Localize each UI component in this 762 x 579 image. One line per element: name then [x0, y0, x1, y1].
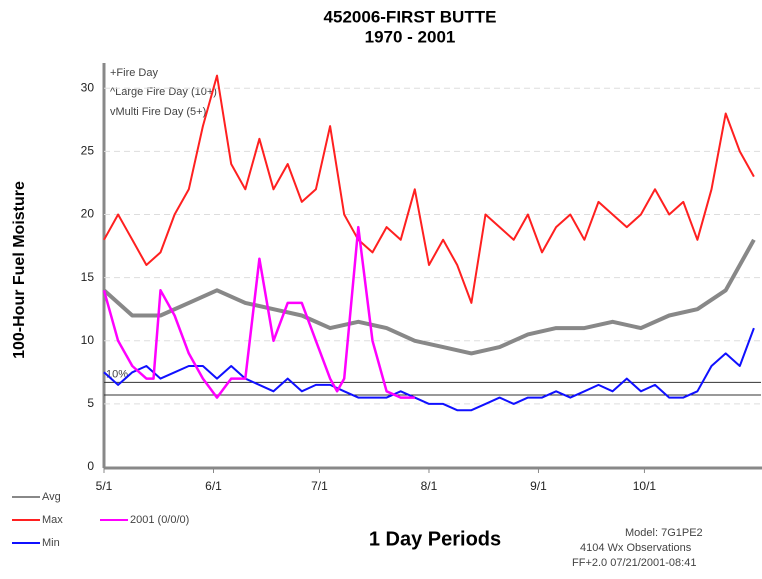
y-axis-label: 100-Hour Fuel Moisture [11, 181, 28, 359]
x-tick-label: 5/1 [96, 479, 113, 493]
legend-label: Max [42, 514, 63, 526]
chart-title: 452006-FIRST BUTTE [324, 7, 497, 26]
x-axis-label: 1 Day Periods [369, 528, 501, 550]
x-tick-label: 10/1 [633, 479, 657, 493]
y-tick-label: 25 [81, 144, 95, 158]
x-tick-label: 8/1 [421, 479, 438, 493]
y-tick-label: 30 [81, 80, 95, 94]
legend-label: Min [42, 537, 60, 549]
note: Model: 7G1PE2 [625, 527, 703, 539]
reference-label: 10% [106, 368, 128, 380]
y-tick-label: 15 [81, 270, 95, 284]
y-tick-label: 5 [87, 396, 94, 410]
y-tick-label: 10 [81, 333, 95, 347]
x-tick-label: 7/1 [311, 479, 328, 493]
legend-label: 2001 (0/0/0) [130, 514, 189, 526]
series-line [103, 327, 755, 412]
y-tick-label: 20 [81, 207, 95, 221]
fire-legend: +Fire Day [110, 67, 158, 79]
y-tick-label: 0 [87, 459, 94, 473]
x-tick-label: 9/1 [530, 479, 547, 493]
series-line [102, 225, 415, 399]
x-tick-label: 6/1 [205, 479, 222, 493]
series-line [102, 238, 756, 356]
legend-label: Avg [42, 491, 61, 503]
note: 4104 Wx Observations [580, 542, 692, 554]
fire-legend: ^Large Fire Day (10+) [110, 86, 217, 98]
note: FF+2.0 07/21/2001-08:41 [572, 557, 696, 569]
fire-legend: vMulti Fire Day (5+) [110, 106, 206, 118]
series-line [103, 74, 755, 304]
chart-subtitle: 1970 - 2001 [365, 27, 456, 46]
